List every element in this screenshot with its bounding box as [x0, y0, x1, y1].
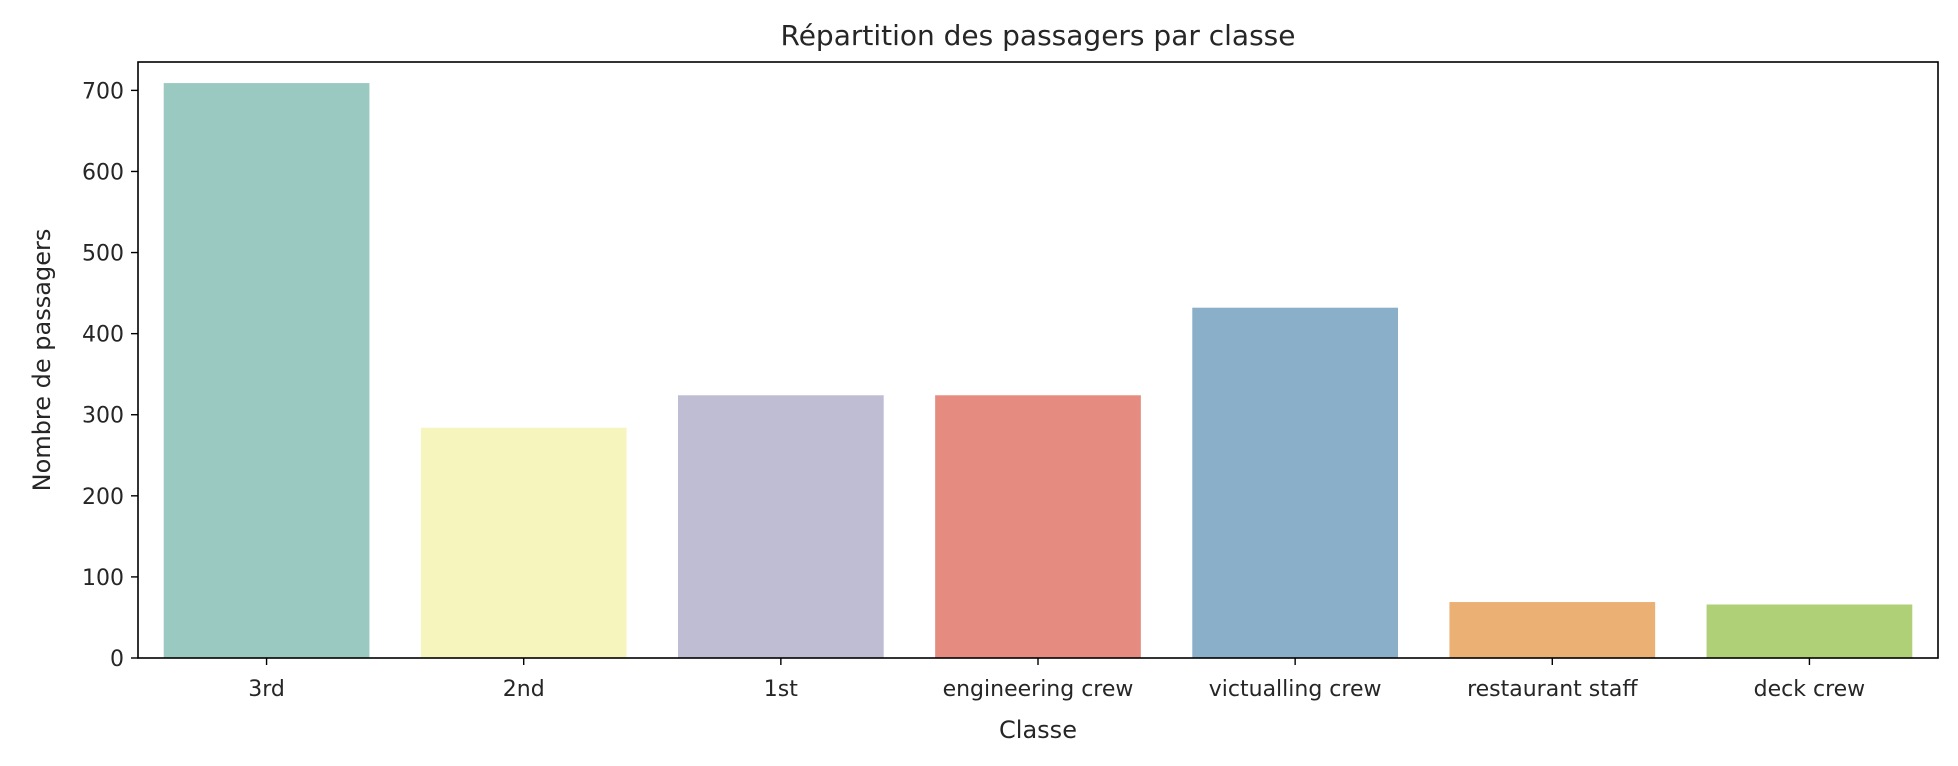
- x-axis-label: Classe: [999, 716, 1077, 744]
- y-tick-label: 600: [82, 160, 124, 185]
- y-axis-ticks: 0 100 200 300 400 500 600 700: [82, 79, 138, 672]
- bar-victualling-crew: [1192, 307, 1398, 658]
- x-tick-label: 3rd: [248, 677, 285, 702]
- chart-title: Répartition des passagers par classe: [781, 19, 1296, 52]
- bar-1st: [678, 395, 884, 658]
- x-tick-label: 2nd: [503, 677, 545, 702]
- x-tick-label: victualling crew: [1209, 677, 1382, 702]
- x-axis-ticks: 3rd 2nd 1st engineering crew victualling cre…: [248, 658, 1865, 702]
- y-tick-label: 100: [82, 566, 124, 591]
- x-tick-label: 1st: [764, 677, 798, 702]
- bar-3rd: [163, 83, 370, 658]
- plot-frame: [137, 61, 1939, 659]
- bar-restaurant-staff: [1449, 602, 1656, 658]
- bars-layer: [163, 83, 1913, 658]
- y-tick-label: 500: [82, 242, 124, 267]
- bar-engineering-crew: [935, 395, 1141, 658]
- y-tick-label: 400: [82, 323, 124, 348]
- y-tick-label: 700: [82, 79, 124, 104]
- x-tick-label: engineering crew: [943, 677, 1134, 702]
- y-axis-label: Nombre de passagers: [28, 229, 56, 492]
- y-tick-label: 300: [82, 404, 124, 429]
- y-tick-label: 0: [110, 647, 124, 672]
- x-tick-label: deck crew: [1754, 677, 1866, 702]
- y-tick-label: 200: [82, 485, 124, 510]
- x-tick-label: restaurant staff: [1467, 677, 1638, 702]
- bar-deck-crew: [1706, 604, 1913, 658]
- bar-2nd: [420, 427, 627, 658]
